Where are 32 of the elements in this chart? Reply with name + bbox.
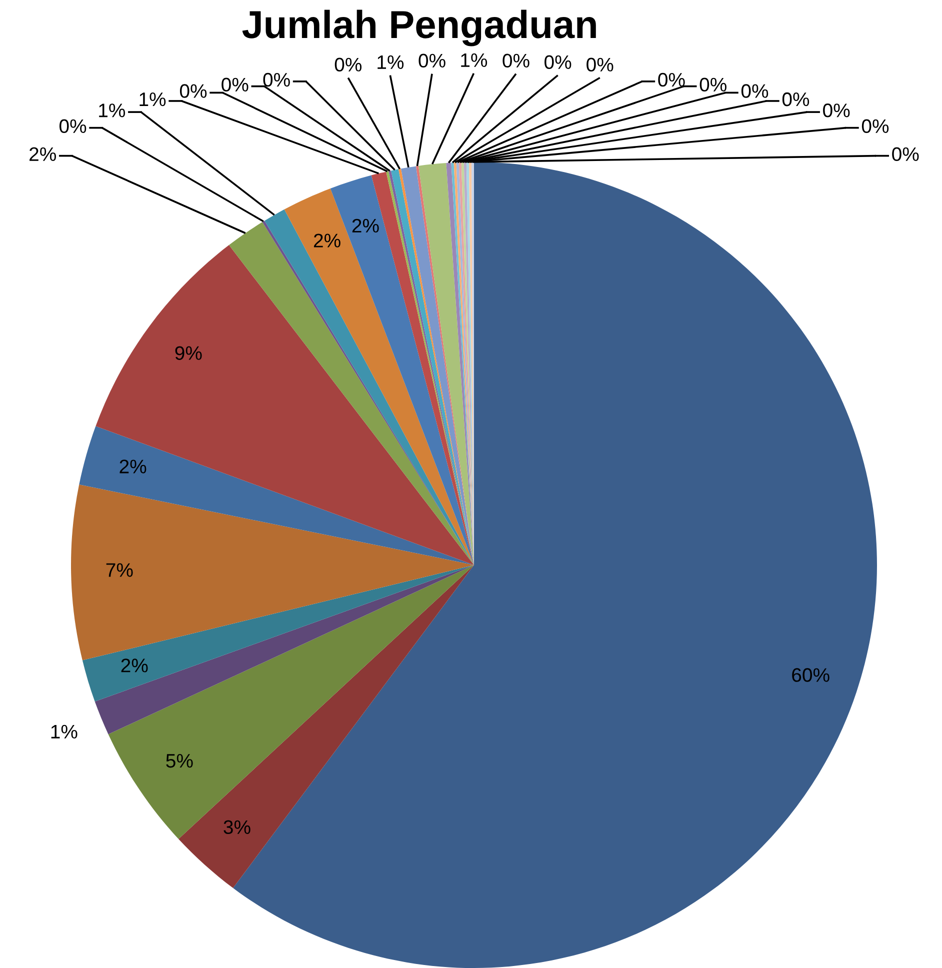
data-label: 0% [862,119,889,134]
data-label: 9% [175,346,202,360]
data-label: 0% [334,58,362,72]
data-label: 2% [314,234,340,248]
data-label: 0% [544,55,572,70]
data-label: 2% [30,147,56,161]
data-label: 0% [222,78,248,92]
data-label: 5% [166,754,193,768]
data-label: 7% [106,563,133,577]
data-label: 0% [782,92,810,106]
data-label: 0% [263,72,290,87]
data-label: 0% [180,84,207,98]
data-label: 0% [586,58,614,72]
data-label: 2% [352,218,379,233]
data-label: 0% [59,119,86,134]
data-label: 1% [51,724,78,738]
data-label: 2% [121,658,148,672]
data-label: 0% [700,78,726,92]
data-label: 2% [120,460,146,474]
chart-title: Jumlah Pengaduan [242,10,596,46]
data-label: 1% [378,55,404,69]
data-label: 0% [418,54,446,68]
data-label: 0% [892,147,919,162]
data-label: 60% [792,668,830,682]
data-label: 1% [99,104,126,118]
data-label: 0% [741,84,768,98]
data-label: 3% [224,820,250,834]
data-label: 0% [658,72,685,87]
data-label: 0% [823,104,850,118]
data-label: 1% [461,53,488,68]
data-label: 1% [140,92,166,106]
data-label: 0% [502,54,530,68]
